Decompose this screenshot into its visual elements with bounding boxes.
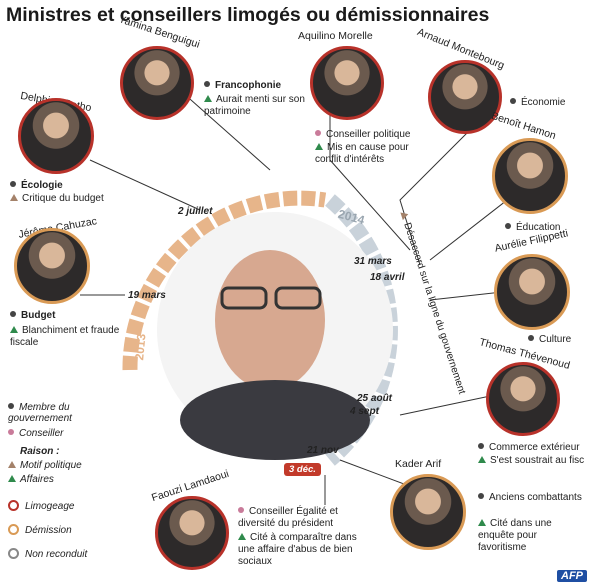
person-role: Économie [510, 97, 565, 109]
person-role: Commerce extérieur [478, 442, 580, 454]
central-portrait-suit [180, 380, 370, 460]
page-title: Ministres et conseillers limogés ou démi… [6, 4, 490, 26]
date-label: 2 juillet [178, 206, 213, 217]
avatar [390, 474, 466, 550]
date-label: 25 août [357, 393, 393, 404]
date-label: 19 mars [128, 290, 166, 301]
legend-demission: Démission [8, 524, 72, 536]
avatar [155, 496, 229, 570]
afp-logo: AFP [557, 570, 587, 582]
glasses-left-icon [220, 286, 268, 310]
person-role: Budget [10, 310, 55, 322]
date-label: 18 avril [370, 272, 405, 283]
date-label: 21 nov [307, 445, 339, 456]
glasses-right-icon [274, 286, 322, 310]
avatar [14, 228, 90, 304]
person-reason: Critique du budget [10, 193, 104, 205]
person-role: Anciens combattants [478, 492, 588, 504]
avatar [492, 138, 568, 214]
person-reason: Cité à comparaître dans une affaire d'ab… [238, 532, 357, 567]
person-role: Éducation [505, 222, 560, 234]
legend-limogeage: Limogeage [8, 500, 74, 512]
connector-lines [80, 90, 521, 505]
person-reason: Blanchiment et fraude fiscale [10, 325, 120, 348]
person-role: Conseiller politique [315, 129, 411, 141]
person-reason: Aurait menti sur son patrimoine [204, 94, 305, 117]
legend-affaires: Affaires [8, 474, 54, 485]
date-label: 4 sept [350, 406, 379, 417]
person-role: Conseiller Égalité et diversité du prési… [238, 506, 338, 529]
avatar [486, 362, 560, 436]
timeline-arc-2013 [122, 190, 327, 371]
avatar [18, 98, 94, 174]
legend-conseiller: Conseiller [8, 428, 63, 439]
person-role: Écologie [10, 180, 63, 192]
central-portrait-face [215, 250, 325, 390]
legend-motif: Motif politique [8, 460, 82, 471]
legend-non-reconduit: Non reconduit [8, 548, 87, 560]
person-role: Culture [528, 334, 571, 346]
legend-membre: Membre du gouvernement [8, 402, 72, 424]
avatar [428, 60, 502, 134]
person-reason: Cité dans une enquête pour favoritisme [478, 518, 552, 553]
avatar [494, 254, 570, 330]
person-reason: S'est soustrait au fisc [478, 455, 588, 467]
date-label: 31 mars [354, 256, 392, 267]
person-name: Kader Arif [395, 458, 442, 470]
year-2013-label: 2013 [132, 333, 149, 361]
avatar [310, 46, 384, 120]
person-role: Francophonie [204, 80, 281, 92]
legend-raison: Raison : [20, 446, 60, 457]
avatar [120, 46, 194, 120]
person-reason: Mis en cause pour conflit d'intérêts [315, 142, 409, 165]
date-badge: 3 déc. [284, 463, 321, 476]
person-name: Aquilino Morelle [298, 30, 373, 42]
